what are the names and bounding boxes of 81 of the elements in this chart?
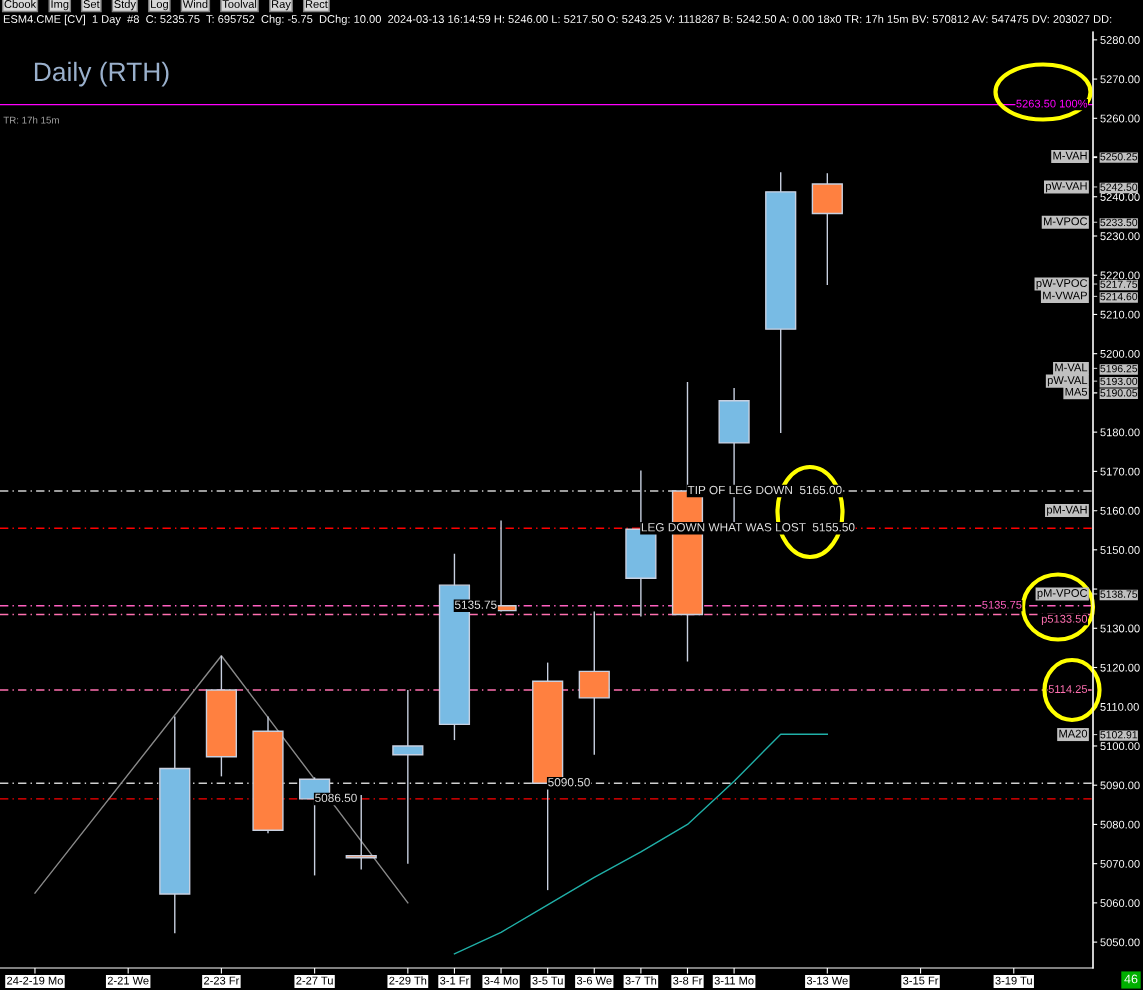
y2-tick-label: 5214.60 <box>1100 292 1138 301</box>
text: Ray <box>272 0 291 11</box>
x-tick-label: 3-13 We <box>806 976 848 985</box>
y2-tick-label: 5196.25 <box>1100 364 1138 373</box>
annotation: pW-VPOC <box>1036 279 1088 290</box>
y-tick-label: 5210.00 <box>1100 310 1140 319</box>
annotation: 5090.50 <box>548 778 590 787</box>
annotation: MA20 <box>1059 729 1088 738</box>
x-tick-label: 3-11 Mo <box>714 976 754 985</box>
y2-tick-label: 5102.91 <box>1100 731 1138 739</box>
x-tick-label: 3-8 Fr <box>673 976 703 985</box>
annotation: TR: 17h 15m <box>3 116 59 124</box>
text: Img <box>51 0 69 11</box>
line-series <box>453 733 829 955</box>
x-tick-label: 2-27 Tu <box>296 976 333 985</box>
x-tick-label: 3-19 Tu <box>995 976 1032 985</box>
chart-subtitle: ESM4.CME [CV] 1 Day #8 C: 5235.75 T: 695752 Chg: -5.75 DChg: 10.00 2024-03-13 16:14:59 H: 5246.00 L: 5217.50 O: 5243.25 V: 1118287 B: 5242.50 A: 0.00 18x0 TR: 17h 15m BV: 570812 AV: 547475 DV: 203027 DD: <box>3 14 1112 26</box>
text: Wind <box>182 0 208 8</box>
x-tick-label: 3-5 Tu <box>532 976 563 985</box>
text: Log <box>151 0 168 11</box>
y-tick-label: 5120.00 <box>1100 663 1140 672</box>
annotation: M-VAH <box>1053 151 1087 160</box>
annotation: pM-VPOC <box>1037 589 1088 600</box>
y2-tick-label: 5233.50 <box>1100 218 1138 227</box>
annotation: 5086.50 <box>315 793 357 803</box>
x-tick-label: 2-23 Fr <box>204 976 240 985</box>
x-tick-label: 2-21 We <box>107 976 149 985</box>
y-tick-label: 5280.00 <box>1100 36 1140 44</box>
y-tick-label: 5180.00 <box>1100 428 1140 437</box>
y-tick-label: 5270.00 <box>1100 75 1140 84</box>
y-tick-label: 5240.00 <box>1100 193 1140 201</box>
x-tick-label: 3-6 We <box>576 976 612 985</box>
annotation: LEG DOWN WHAT WAS LOST 5155.50 <box>641 523 855 532</box>
ref-line-label: 5114.25 <box>1048 685 1088 694</box>
x-tick-label: 2-29 Th <box>389 976 427 985</box>
x-tick-label: 3-7 Th <box>625 976 657 985</box>
x-tick-label: 3-1 Fr <box>440 976 470 985</box>
y-tick-label: 5200.00 <box>1100 349 1140 358</box>
y-tick-label: 5110.00 <box>1100 703 1139 711</box>
y-tick-label: 5050.00 <box>1100 938 1140 947</box>
y-tick-label: 5090.00 <box>1100 781 1140 790</box>
y-tick-label: 5160.00 <box>1100 506 1140 515</box>
y2-tick-label: 5190.05 <box>1100 389 1138 397</box>
annotation: TIP OF LEG DOWN 5165.00 <box>687 485 842 495</box>
annotation: M-VPOC <box>1044 217 1088 226</box>
y-tick-label: 5150.00 <box>1100 546 1140 554</box>
y2-tick-label: 5242.50 <box>1100 183 1138 191</box>
text: Daily (RTH) <box>34 61 169 87</box>
annotation: M-VWAP <box>1043 291 1087 300</box>
ref-line-label: p5133.50 <box>1041 614 1088 625</box>
annotation: pM-VAH <box>1047 505 1087 516</box>
text: Stdy <box>114 0 136 11</box>
annotation: pW-VAH <box>1046 182 1087 193</box>
text: Rect <box>305 0 328 8</box>
y2-tick-label: 5250.25 <box>1100 153 1138 161</box>
text: Toolval <box>222 0 257 8</box>
annotation: MA5 <box>1065 387 1088 396</box>
candlestick <box>392 689 424 865</box>
y-tick-label: 5100.00 <box>1100 742 1140 751</box>
y-tick-label: 5060.00 <box>1100 899 1140 908</box>
annotation: pW-VAL <box>1047 376 1088 387</box>
x-tick-label: 3-4 Mo <box>484 976 518 985</box>
ref-line-label: 5135.75 <box>982 600 1022 609</box>
annotation: M-VAL <box>1055 363 1088 372</box>
text: Set <box>83 0 100 8</box>
y-tick-label: 5130.00 <box>1100 624 1140 633</box>
y2-tick-label: 5193.00 <box>1100 377 1138 386</box>
y-tick-label: 5170.00 <box>1100 467 1140 476</box>
y2-tick-label: 5217.75 <box>1100 280 1138 288</box>
y-tick-label: 5080.00 <box>1100 820 1140 829</box>
y-tick-label: 5260.00 <box>1100 114 1140 123</box>
annotation: 5263.50 100% <box>1016 99 1088 108</box>
annotation: 5135.75 <box>454 600 497 609</box>
x-tick-label: 3-15 Fr <box>903 976 939 985</box>
y-tick-label: 5230.00 <box>1100 232 1140 241</box>
y2-tick-label: 5138.75 <box>1100 590 1138 598</box>
y-tick-label: 5070.00 <box>1100 859 1140 868</box>
text: Cbook <box>4 0 37 8</box>
text: 46 <box>1124 974 1138 984</box>
x-tick-label: 24-2-19 Mo <box>7 976 63 985</box>
y-tick-label: 5220.00 <box>1100 271 1140 280</box>
